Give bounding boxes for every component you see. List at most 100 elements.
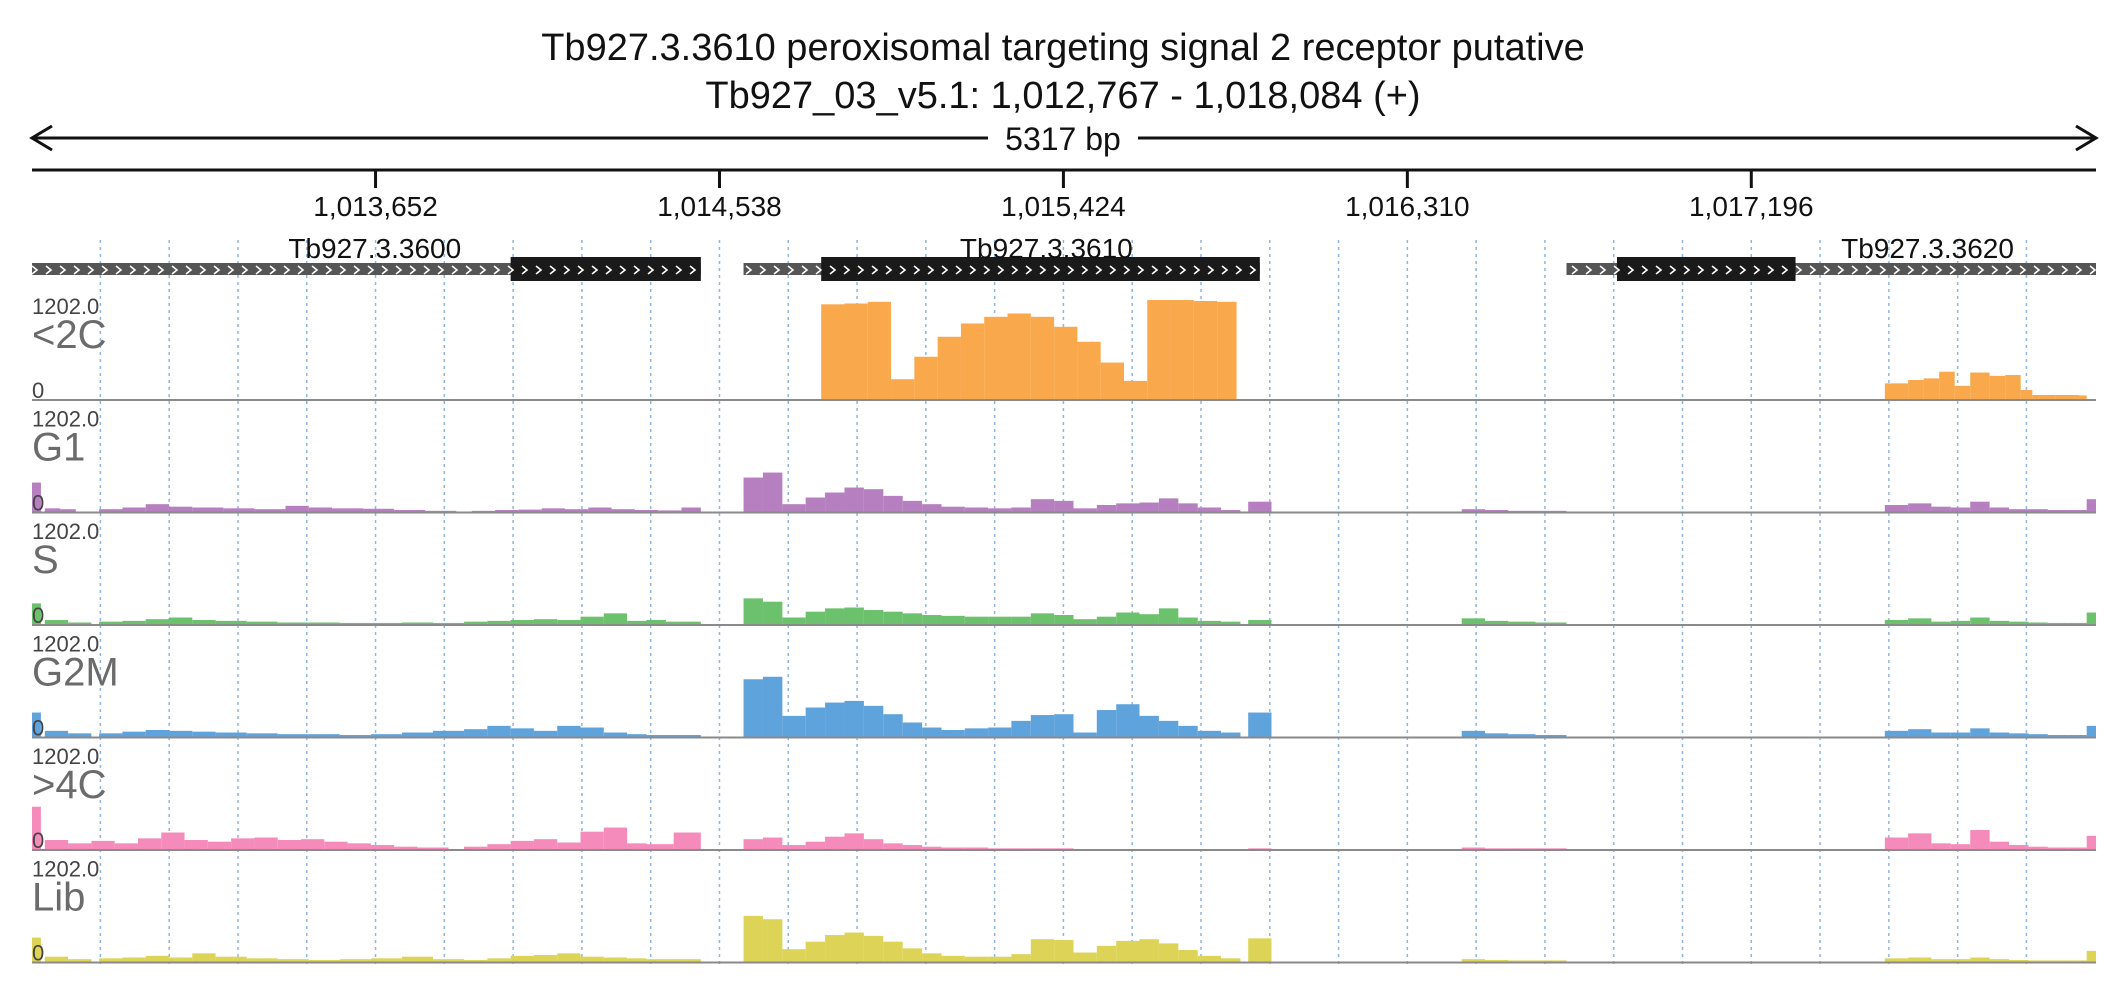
coverage-bar [339,735,371,738]
coverage-bar [464,846,488,850]
coverage-bar [762,472,783,513]
coverage-bar [32,937,41,963]
span-label-bg [988,118,1138,158]
coverage-bar [805,707,826,738]
coverage-bar [370,734,402,738]
coverage-bar [902,722,923,738]
coverage-bar [1508,621,1536,625]
coverage-bar [370,845,395,850]
coverage-bar [308,507,333,513]
coverage-bar [1178,725,1198,738]
span-label: 5317 bp [1005,121,1121,157]
coverage-bar [1908,957,1932,963]
coverage-bar [681,507,701,513]
coverage-bar [1030,613,1055,625]
coverage-bar [1535,960,1567,963]
coverage-bar [1950,620,1971,625]
grid-lines [99,240,2028,965]
coverage-bar [2028,509,2048,513]
coverage-bar [2067,847,2087,850]
coverage-bar [805,841,826,850]
coverage-bar [922,504,942,513]
coverage-bar [1950,507,1971,513]
coverage-bar [332,508,364,513]
coverage-bar [308,734,340,738]
coverage-bar [1989,620,2010,625]
x-tick-label: 1,013,652 [313,191,438,222]
coverage-bar [743,915,763,963]
coverage-bar [762,676,783,738]
coverage-bar [1178,503,1198,513]
coverage-bar [988,616,1012,625]
coverage-bar [1054,326,1078,400]
coverage-bar [32,806,41,850]
coverage-bar [1077,341,1101,400]
coverage-bar [1158,498,1179,513]
gene-track: Tb927.3.3600 Tb927.3.3610 Tb927.3.3620 [32,233,2096,281]
coverage-bar [611,509,635,513]
gene-label: Tb927.3.3600 [288,233,461,264]
coverage-bar [301,839,325,850]
coverage-bar [2047,735,2068,738]
coverage-bar [44,840,69,850]
coverage-bar [137,838,162,850]
coverage-bar [844,607,864,625]
coverage-bar [1193,300,1218,400]
coverage-bar [68,843,92,850]
coverage-bar [324,841,348,850]
coverage-bar [844,932,864,963]
coverage-bar [1931,843,1951,850]
coverage-bar [1923,378,1940,400]
coverage-bar [902,845,923,850]
coverage-bar [2028,846,2048,850]
coverage-bar [1484,510,1509,513]
coverage-bar [533,730,558,738]
coverage-bar [1535,622,1567,625]
coverage-bar [1931,621,1951,625]
coverage-bar [2047,960,2068,963]
coverage-bar [1197,730,1222,738]
coverage-bar [762,601,783,625]
coverage-bar [215,956,247,963]
coverage-bar [922,953,942,963]
coverage-bar [339,622,371,625]
coverage-bar [518,509,542,513]
coverage-bar [1970,728,1990,738]
coverage-bar [1123,380,1148,400]
coverage-bar [1884,837,1909,850]
coverage-bar [782,504,806,513]
coverage-bar [487,844,511,850]
coverage-bar [964,956,989,963]
span-arrow-left-head [29,124,53,152]
coverage-bar [2055,395,2079,400]
x-tick-label: 1,014,538 [657,191,782,222]
coverage-bar [2067,960,2087,963]
coverage-bar [603,827,628,850]
coverage-bar [1950,959,1971,963]
coverage-bar [646,735,666,738]
coverage-bar [1931,506,1951,513]
coverage-bar [495,510,519,513]
coverage-bar [541,508,565,513]
coverage-bar [762,919,783,963]
coverage-bar [2028,734,2048,738]
coverage-bar [1908,380,1924,400]
coverage-bar [1147,300,1171,400]
coverage-bar [432,959,465,963]
coverage-bar [2009,621,2029,625]
coverage-bar [844,833,864,850]
coverage-bar [1158,608,1179,625]
coverage-bar [99,958,123,963]
coverage-bar [394,510,426,513]
coverage-bar [782,617,806,625]
coverage-bar [743,477,763,513]
coverage-bar [1139,614,1159,625]
track-scale-min: 0 [32,716,44,741]
coverage-bar [743,679,763,738]
coverage-bar [743,598,763,625]
coverage-bar [941,847,965,850]
track-scale-max: 1202.0 [32,519,99,544]
coverage-bar [821,304,845,400]
coverage-bar [1884,505,1909,513]
coverage-bar [762,837,783,850]
